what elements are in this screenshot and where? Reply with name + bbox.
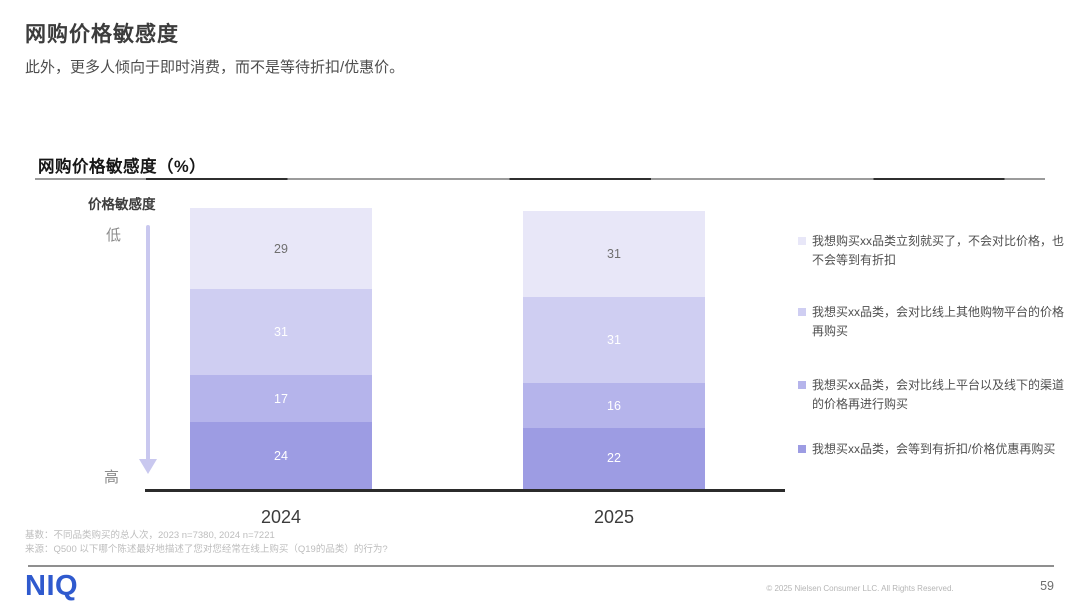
y-axis-high-label: 高: [104, 469, 120, 486]
category-label-2024: 2024: [260, 507, 302, 527]
bar-segment: 29: [190, 208, 372, 289]
legend-swatch-icon: [798, 381, 806, 389]
bar-segment: 17: [190, 375, 372, 423]
y-axis-label: 价格敏感度: [88, 197, 156, 212]
category-label-2025: 2025: [593, 507, 635, 527]
page-number: 59: [1040, 579, 1054, 593]
footer-divider: [28, 565, 1054, 567]
bar-segment: 16: [523, 383, 705, 428]
bar-segment: 31: [190, 288, 372, 376]
legend-swatch-icon: [798, 237, 806, 245]
footnote-base: 基数：不同品类购买的总人次，2023 n=7380, 2024 n=7221: [25, 530, 275, 541]
legend-item: 我想买xx品类，会对比线上平台以及线下的渠道的价格再进行购买: [798, 376, 1066, 413]
legend-swatch-icon: [798, 445, 806, 453]
bar-segment: 22: [523, 427, 705, 489]
niq-logo: NIQ: [25, 570, 79, 602]
legend-label: 我想买xx品类，会对比线上平台以及线下的渠道的价格再进行购买: [812, 378, 1065, 411]
stacked-bar-2024: 29 31 17 24: [190, 208, 372, 489]
legend-label: 我想买xx品类，会等到有折扣/价格优惠再购买: [812, 442, 1056, 456]
legend-item: 我想买xx品类，会对比线上其他购物平台的价格再购买: [798, 303, 1066, 340]
arrow-down-icon: [139, 459, 157, 474]
x-axis-line: [145, 489, 785, 492]
legend-swatch-icon: [798, 308, 806, 316]
bar-segment: 31: [523, 297, 705, 384]
legend-label: 我想购买xx品类立刻就买了，不会对比价格，也不会等到有折扣: [812, 234, 1065, 267]
chart-title-divider: [35, 178, 1045, 180]
copyright-text: © 2025 Nielsen Consumer LLC. All Rights …: [766, 584, 954, 593]
chart-title: 网购价格敏感度（%）: [38, 158, 207, 176]
legend-item: 我想购买xx品类立刻就买了，不会对比价格，也不会等到有折扣: [798, 232, 1066, 269]
legend-item: 我想买xx品类，会等到有折扣/价格优惠再购买: [798, 440, 1066, 459]
page-subtitle: 此外，更多人倾向于即时消费，而不是等待折扣/优惠价。: [25, 59, 405, 76]
y-axis-low-label: 低: [106, 227, 122, 244]
legend-label: 我想买xx品类，会对比线上其他购物平台的价格再购买: [812, 305, 1065, 338]
bar-segment: 31: [523, 211, 705, 298]
bar-segment: 24: [190, 422, 372, 489]
footnote-source: 来源：Q500 以下哪个陈述最好地描述了您对您经常在线上购买（Q19的品类）的行…: [25, 544, 388, 555]
plot-area: 29 31 17 24 31 31 16 22: [145, 198, 785, 492]
page-title: 网购价格敏感度: [25, 23, 179, 46]
stacked-bar-2025: 31 31 16 22: [523, 211, 705, 489]
sensitivity-arrow-line: [146, 225, 150, 461]
